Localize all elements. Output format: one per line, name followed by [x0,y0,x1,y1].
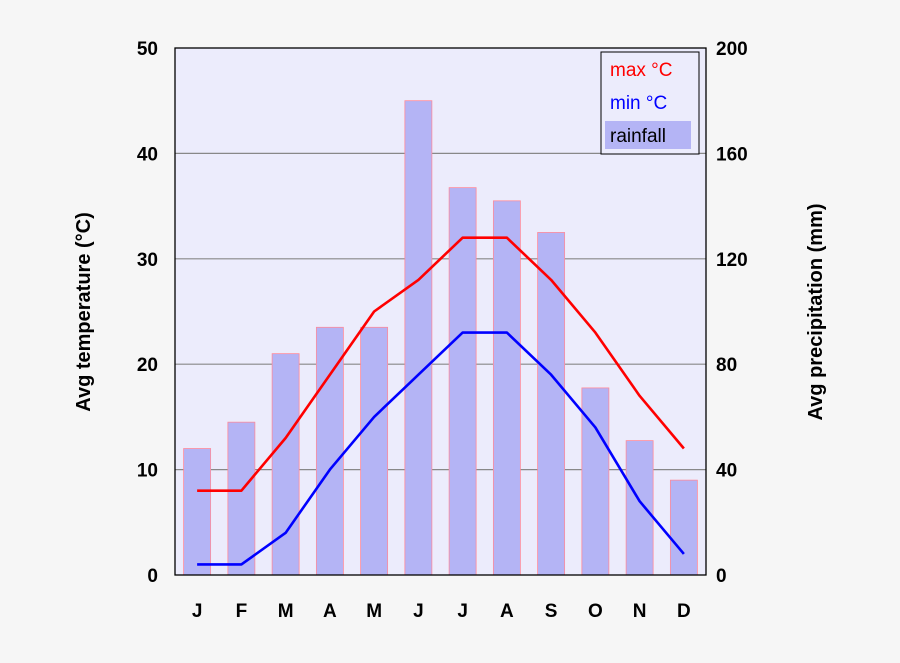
legend-item-rainfall: rainfall [610,126,666,147]
right-tick-label: 160 [716,144,748,165]
right-tick-label: 40 [716,461,737,482]
x-tick-label: S [545,601,558,622]
bar-rainfall-2 [271,353,300,576]
left-tick-label: 20 [137,355,158,376]
x-tick-label: A [323,601,337,622]
legend-swatch-rainfall [605,121,691,149]
bar-rainfall-5 [404,100,433,576]
bar-rainfall-0 [183,448,212,576]
legend: max °C min °C rainfall [600,51,700,155]
left-tick-label: 0 [147,566,158,587]
x-tick-label: F [236,601,248,622]
left-tick-label: 40 [137,144,158,165]
right-tick-label: 120 [716,250,748,271]
x-tick-label: N [633,601,647,622]
bar-rainfall-1 [227,421,256,576]
legend-item-min: min °C [610,93,667,114]
bar-rainfall-4 [360,326,389,576]
right-tick-label: 80 [716,355,737,376]
left-tick-label: 50 [137,39,158,60]
bar-rainfall-8 [537,232,566,576]
x-tick-label: J [192,601,203,622]
x-tick-label: M [366,601,382,622]
line-max-temp [197,236,685,492]
bar-rainfall-9 [581,387,610,576]
bar-rainfall-3 [315,326,344,576]
bar-rainfall-11 [669,479,698,576]
right-tick-label: 0 [716,566,727,587]
legend-item-max: max °C [610,60,673,81]
right-axis-title: Avg precipitation (mm) [805,203,827,420]
left-tick-label: 30 [137,250,158,271]
x-tick-label: D [677,601,691,622]
x-tick-label: M [278,601,294,622]
bar-rainfall-7 [492,200,521,576]
left-tick-label: 10 [137,461,158,482]
x-tick-label: A [500,601,514,622]
bar-rainfall-10 [625,440,654,576]
line-min-temp [197,331,685,566]
right-tick-label: 200 [716,39,748,60]
plot-border [174,47,707,576]
x-tick-label: J [413,601,424,622]
left-axis-title: Avg temperature (°C) [73,212,95,412]
x-tick-label: J [457,601,468,622]
x-tick-label: O [588,601,603,622]
